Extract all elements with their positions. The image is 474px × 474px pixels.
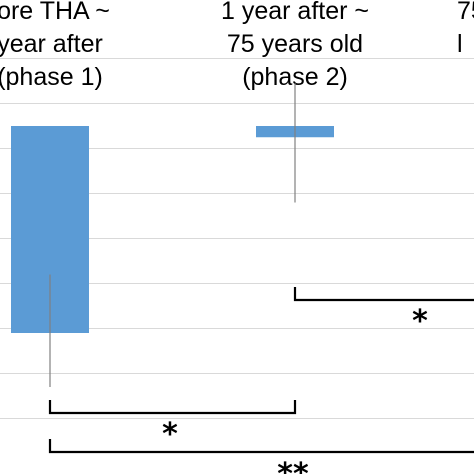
category-label-1-line-2: year after: [0, 30, 103, 58]
error-bars: [49, 83, 296, 387]
category-label-1-line-1: fore THA ~: [0, 0, 110, 25]
category-label-2-line-1: 1 year after ~: [221, 0, 369, 25]
category-label-1-line-3: (phase 1): [0, 63, 103, 91]
category-label-3-line-2: l: [457, 30, 463, 58]
significance-bracket-1: [293, 287, 474, 302]
significance-brackets: ****: [48, 287, 474, 474]
bars: [11, 126, 334, 333]
category-label-3-line-1: 75: [457, 0, 474, 25]
significance-label-1: *: [412, 304, 428, 339]
category-labels: fore THA ~ year after (phase 1) 1 year a…: [0, 0, 474, 91]
significance-label-2: *: [162, 417, 178, 452]
significance-bracket-2: [48, 400, 297, 415]
category-label-2-line-2: 75 years old: [227, 30, 363, 58]
significance-bracket-3: [48, 439, 474, 454]
significance-label-3: **: [277, 457, 309, 474]
